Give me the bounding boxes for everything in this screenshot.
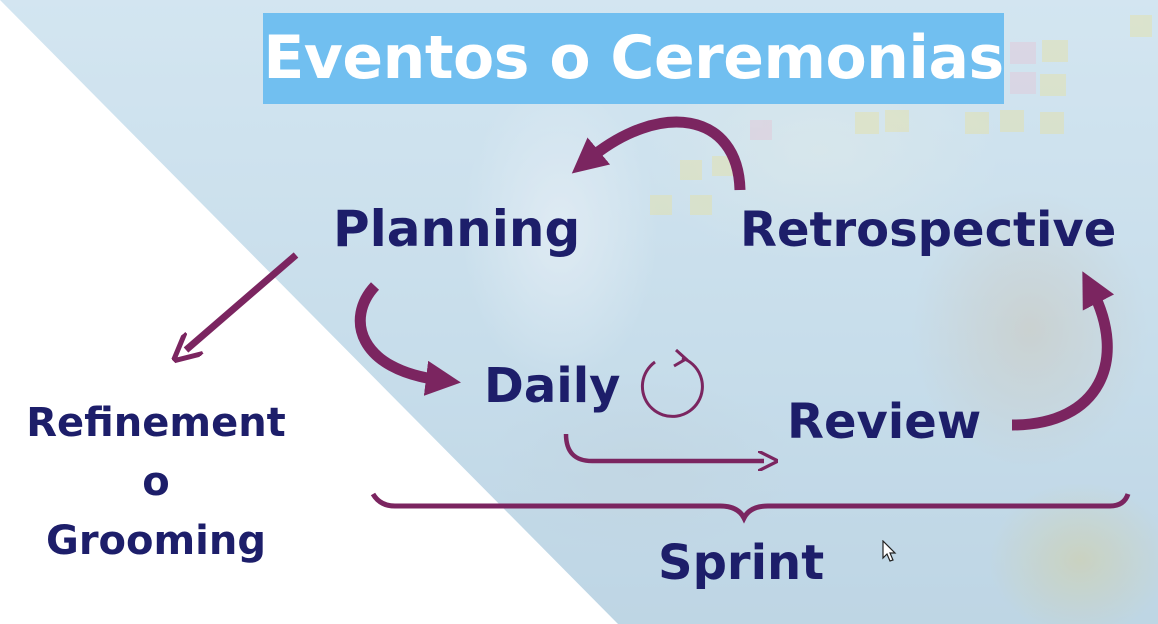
refinement-line-3: Grooming [45,518,267,564]
refinement-label: Refinement o Grooming [14,394,298,571]
event-daily: Daily [484,358,621,414]
sprint-label: Sprint [658,535,825,591]
event-review: Review [787,394,982,450]
arrow-retrospective-to-planning [571,116,746,191]
arrow-review-to-retrospective [1011,271,1115,431]
mouse-cursor-icon [882,540,897,562]
event-retrospective: Retrospective [740,202,1117,258]
arrow-planning-to-refinement [186,252,299,350]
refinement-line-1: Refinement [26,400,286,446]
slide-title: Eventos o Ceremonias [263,23,1004,93]
refinement-line-2: o [142,459,170,505]
arrow-daily-to-review [563,433,764,461]
arrow-planning-to-daily [354,282,461,396]
daily-cycle-icon [640,356,704,418]
daily-cycle-arrowhead [673,348,689,368]
event-planning: Planning [333,200,581,258]
sprint-brace [370,492,1131,524]
title-banner: Eventos o Ceremonias [263,13,1004,104]
